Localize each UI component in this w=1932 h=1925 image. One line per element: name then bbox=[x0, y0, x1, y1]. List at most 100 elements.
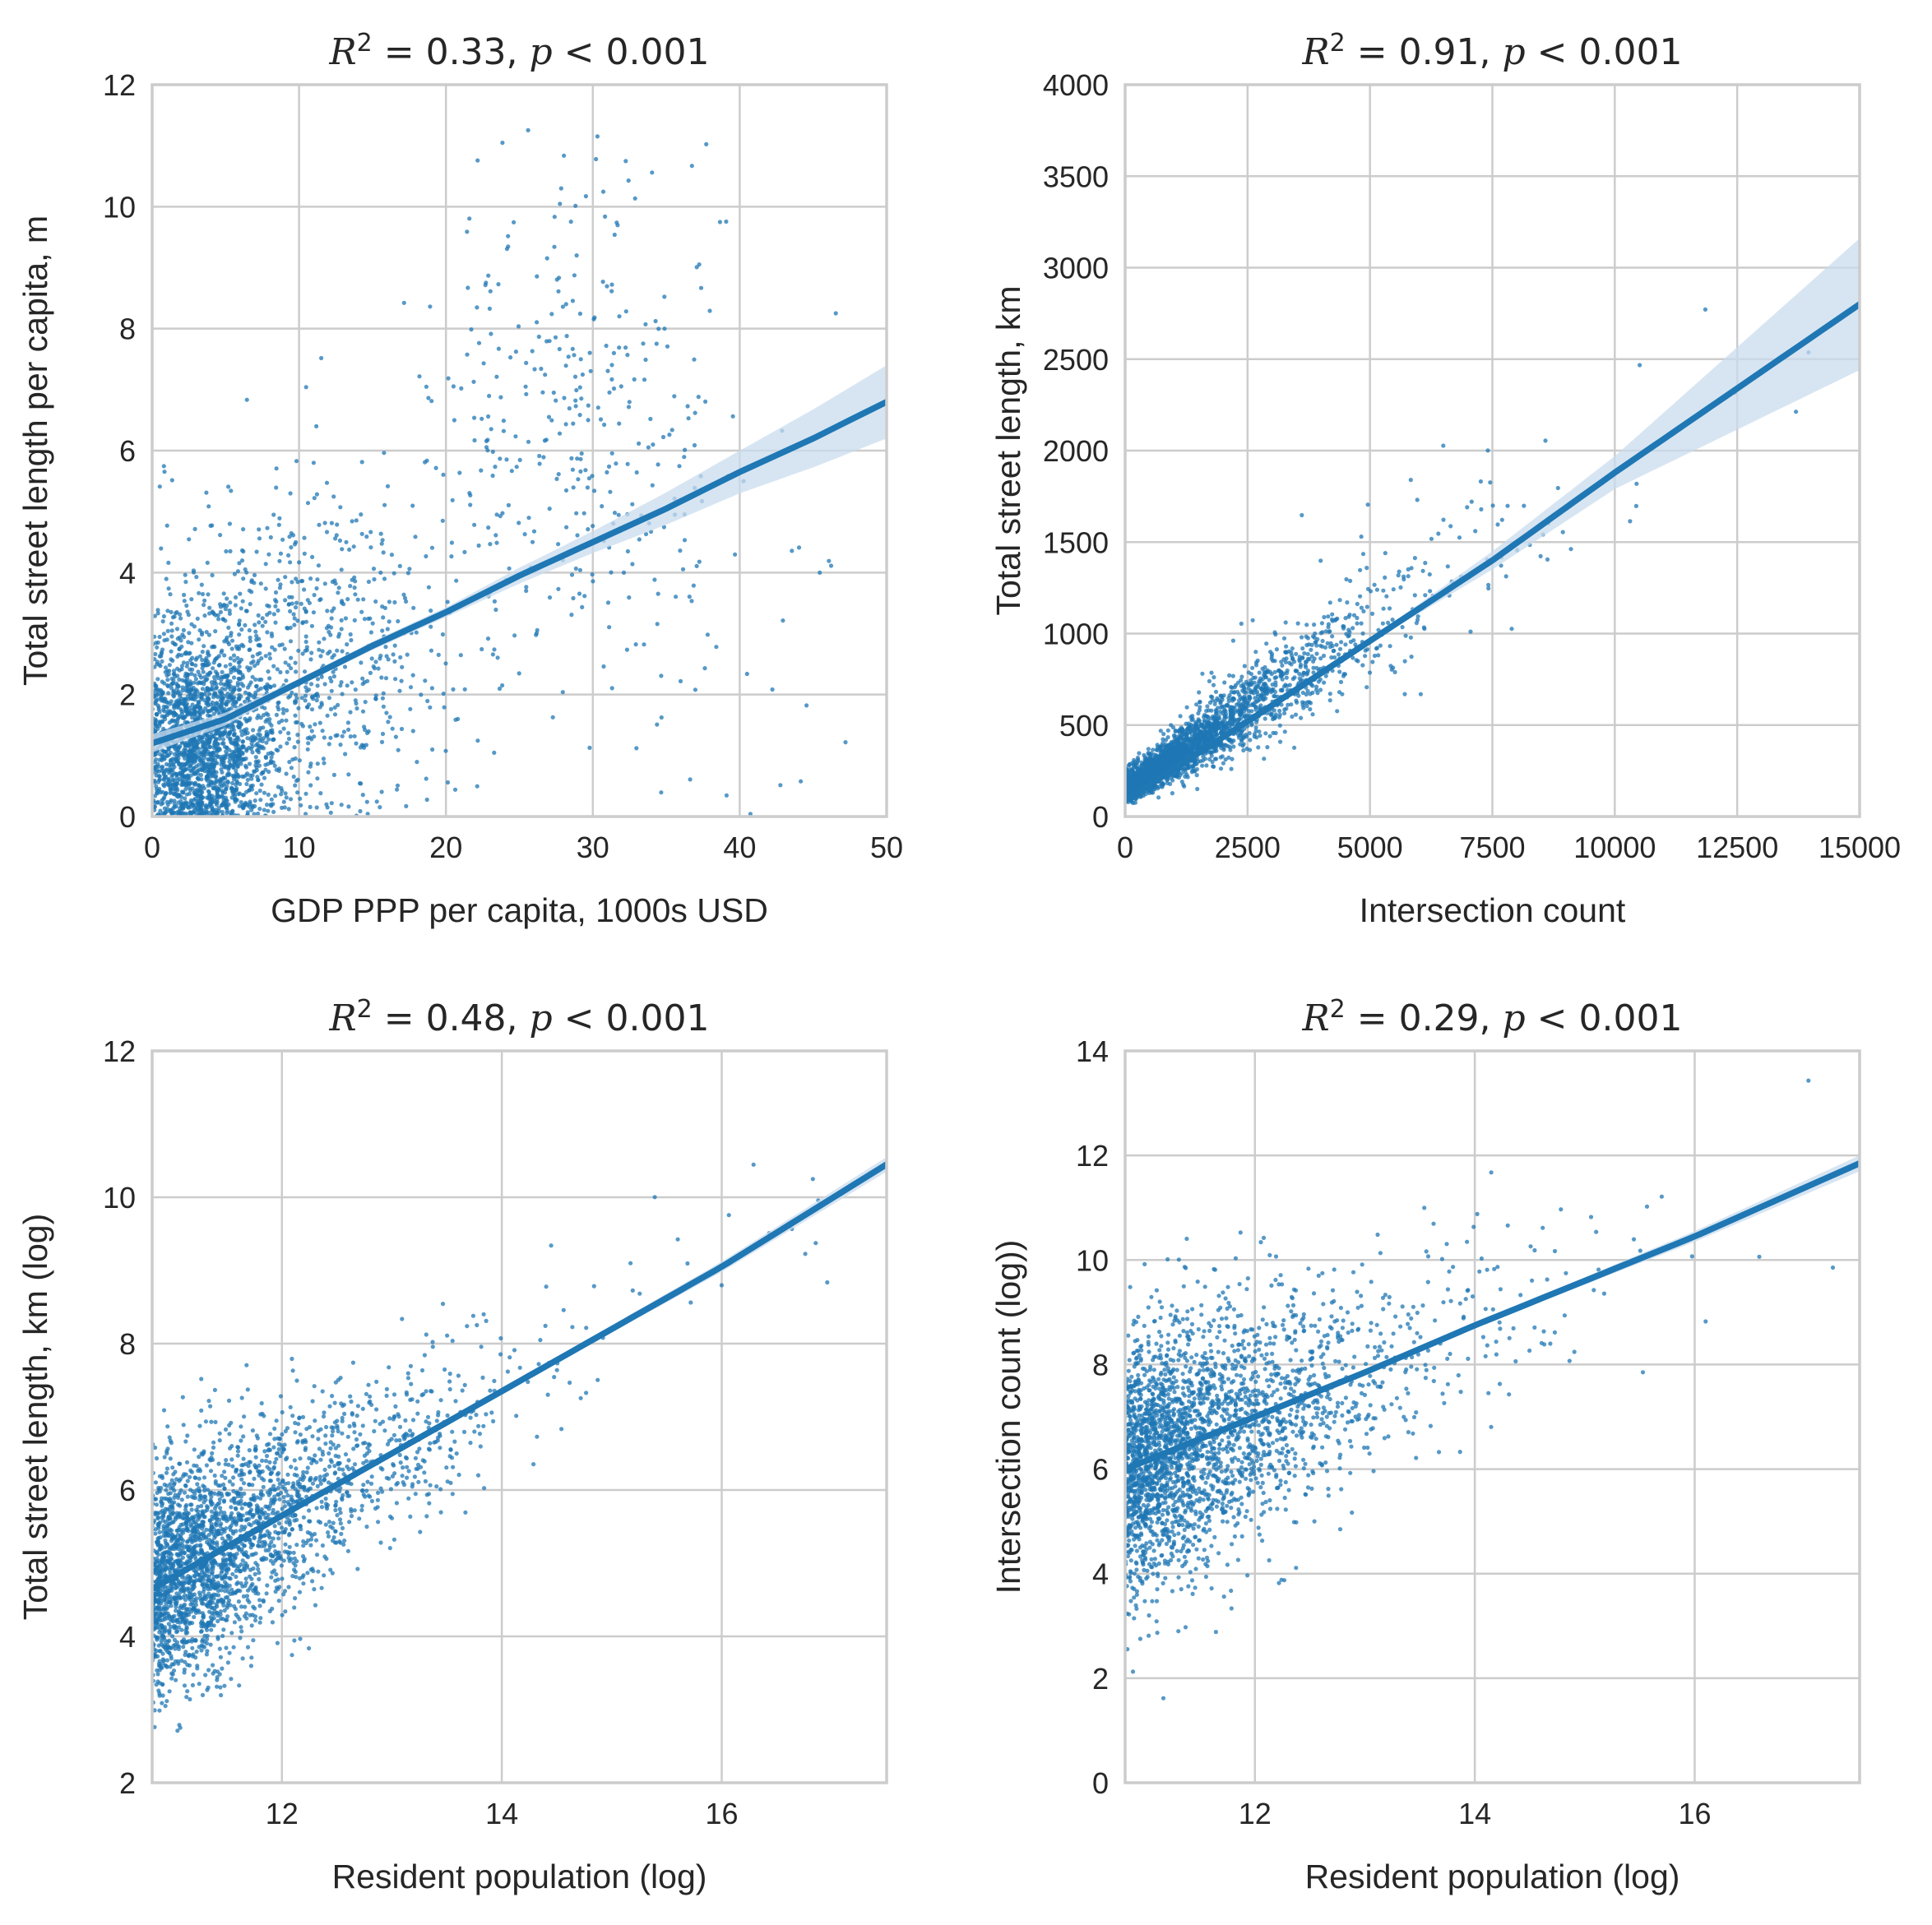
scatter-point bbox=[348, 632, 353, 637]
scatter-point bbox=[239, 774, 244, 779]
scatter-point bbox=[197, 747, 202, 752]
scatter-point bbox=[238, 747, 243, 752]
scatter-point bbox=[196, 801, 201, 806]
scatter-point bbox=[166, 586, 171, 591]
scatter-point bbox=[213, 613, 218, 618]
scatter-point bbox=[1364, 566, 1369, 571]
scatter-point bbox=[384, 710, 389, 715]
scatter-point bbox=[214, 731, 219, 736]
scatter-point bbox=[170, 615, 175, 620]
scatter-point bbox=[592, 488, 597, 493]
scatter-point bbox=[1331, 649, 1336, 654]
scatter-point bbox=[397, 563, 402, 569]
scatter-point bbox=[575, 533, 580, 538]
scatter-point bbox=[249, 776, 254, 781]
scatter-point bbox=[632, 196, 637, 201]
scatter-point bbox=[229, 646, 234, 651]
scatter-point bbox=[220, 695, 225, 700]
scatter-point bbox=[587, 745, 592, 751]
scatter-point bbox=[833, 311, 838, 316]
scatter-point bbox=[283, 575, 288, 580]
scatter-point bbox=[239, 548, 245, 553]
scatter-point bbox=[235, 735, 240, 740]
scatter-point bbox=[577, 567, 583, 572]
scatter-point bbox=[465, 229, 470, 234]
scatter-point bbox=[472, 437, 477, 443]
x-tick-label: 30 bbox=[577, 831, 609, 864]
scatter-point bbox=[224, 702, 229, 707]
scatter-point bbox=[179, 664, 184, 669]
scatter-point bbox=[393, 734, 398, 739]
scatter-point bbox=[218, 691, 223, 696]
scatter-point bbox=[1184, 721, 1188, 726]
scatter-point bbox=[404, 599, 409, 604]
scatter-point bbox=[236, 676, 241, 681]
scatter-point bbox=[535, 320, 540, 325]
scatter-point bbox=[251, 728, 256, 733]
scatter-point bbox=[249, 660, 254, 665]
scatter-point bbox=[586, 403, 591, 408]
scatter-point bbox=[1273, 632, 1278, 637]
scatter-point bbox=[293, 660, 298, 665]
scatter-point bbox=[270, 645, 275, 650]
scatter-point bbox=[535, 274, 540, 279]
scatter-point bbox=[180, 782, 185, 787]
scatter-point bbox=[288, 491, 293, 496]
scatter-point bbox=[292, 745, 297, 750]
scatter-point bbox=[386, 720, 391, 724]
scatter-point bbox=[178, 776, 183, 782]
scatter-point bbox=[641, 341, 646, 346]
scatter-point bbox=[1325, 641, 1330, 646]
scatter-point bbox=[240, 739, 246, 744]
scatter-point bbox=[261, 746, 266, 751]
scatter-point bbox=[276, 748, 280, 753]
scatter-point bbox=[222, 744, 228, 749]
scatter-point bbox=[273, 620, 278, 625]
scatter-point bbox=[210, 706, 215, 711]
scatter-point bbox=[480, 646, 484, 652]
scatter-point bbox=[169, 768, 174, 773]
scatter-point bbox=[317, 705, 322, 710]
scatter-point bbox=[1364, 604, 1369, 609]
scatter-point bbox=[410, 503, 415, 508]
scatter-point bbox=[224, 749, 229, 754]
scatter-point bbox=[609, 686, 614, 691]
scatter-point bbox=[327, 675, 333, 681]
scatter-point bbox=[1388, 664, 1393, 669]
scatter-point bbox=[200, 657, 205, 663]
scatter-point bbox=[247, 647, 252, 653]
scatter-point bbox=[382, 451, 387, 456]
scatter-point bbox=[1257, 670, 1262, 675]
scatter-point bbox=[1372, 582, 1377, 587]
scatter-point bbox=[536, 334, 541, 340]
scatter-point bbox=[320, 729, 325, 733]
scatter-point bbox=[178, 616, 183, 621]
scatter-point bbox=[225, 695, 230, 700]
scatter-point bbox=[220, 790, 225, 795]
scatter-point bbox=[315, 776, 320, 781]
scatter-point bbox=[304, 688, 309, 693]
scatter-point bbox=[475, 738, 480, 743]
scatter-point bbox=[547, 507, 552, 511]
scatter-point bbox=[222, 639, 227, 644]
scatter-point bbox=[258, 798, 263, 803]
scatter-point bbox=[183, 796, 188, 801]
scatter-point bbox=[293, 756, 298, 761]
scatter-point bbox=[248, 602, 253, 607]
scatter-point bbox=[1560, 530, 1565, 534]
scatter-point bbox=[579, 396, 584, 401]
scatter-point bbox=[1320, 638, 1325, 644]
scatter-point bbox=[449, 540, 455, 545]
scatter-point bbox=[288, 797, 294, 802]
scatter-point bbox=[174, 775, 179, 780]
scatter-point bbox=[661, 525, 667, 530]
scatter-point bbox=[258, 581, 263, 586]
scatter-point bbox=[591, 317, 596, 322]
scatter-point bbox=[290, 690, 294, 696]
scatter-point bbox=[457, 470, 462, 475]
scatter-point bbox=[265, 682, 270, 687]
scatter-point bbox=[164, 774, 169, 779]
scatter-point bbox=[284, 718, 289, 723]
scatter-point bbox=[286, 807, 291, 812]
scatter-point bbox=[574, 387, 579, 393]
